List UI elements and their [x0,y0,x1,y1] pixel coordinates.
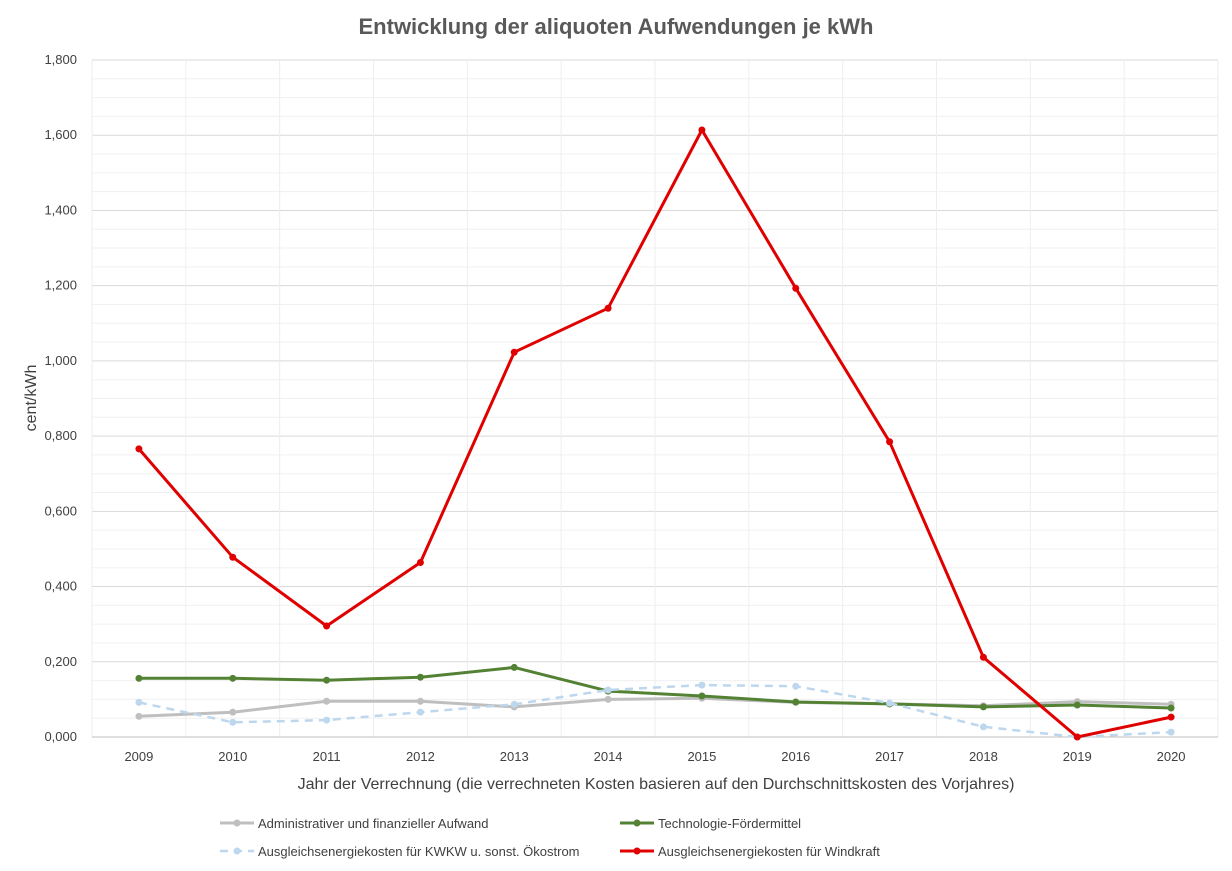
data-point [979,653,987,661]
y-tick-label: 1,400 [44,202,77,217]
y-tick-label: 0,800 [44,428,77,443]
legend-item: Administrativer und finanzieller Aufwand [220,816,489,831]
x-axis-label: Jahr der Verrechnung (die verrechneten K… [298,776,1015,793]
data-point [135,698,143,706]
data-point [698,126,706,134]
data-point [323,697,331,705]
data-point [979,723,987,731]
data-point [792,284,800,292]
series-line [138,665,1172,710]
series-3 [135,681,1175,741]
data-point [229,674,237,682]
chart-title: Entwicklung der aliquoten Aufwendungen j… [359,14,874,39]
x-tick-label: 2014 [594,749,623,764]
legend-label: Ausgleichsenergiekosten für Windkraft [658,844,880,859]
y-tick-label: 1,200 [44,278,77,293]
data-point [1167,728,1175,736]
data-point [510,663,518,671]
data-point [135,712,143,720]
x-tick-label: 2012 [406,749,435,764]
data-point [416,708,424,716]
legend-label: Technologie-Fördermittel [658,816,801,831]
data-point [416,697,424,705]
x-tick-label: 2016 [781,749,810,764]
x-tick-label: 2020 [1157,749,1186,764]
data-point [416,558,424,566]
y-axis-ticks: 0,000 0,200 0,400 0,600 0,800 1,000 1,200 1,400… [44,52,77,744]
y-tick-label: 0,400 [44,579,77,594]
data-point [1073,701,1081,709]
legend-label: Ausgleichsenergiekosten für KWKW u. sons… [258,844,580,859]
legend: Administrativer und finanzieller Aufwand… [220,816,880,859]
data-point [229,553,237,561]
data-point [1167,713,1175,721]
x-tick-label: 2011 [313,749,341,764]
data-point [323,716,331,724]
data-point [792,682,800,690]
x-tick-label: 2009 [124,749,153,764]
x-tick-label: 2013 [500,749,529,764]
y-tick-label: 0,200 [44,654,77,669]
data-point [886,699,894,707]
data-point [604,304,612,312]
data-point [135,445,143,453]
data-point [323,622,331,630]
data-point [510,700,518,708]
data-point [792,698,800,706]
y-tick-label: 1,000 [44,353,77,368]
data-point [698,692,706,700]
data-point [229,718,237,726]
x-tick-label: 2015 [687,749,716,764]
legend-swatch-marker [233,819,241,827]
data-point [604,686,612,694]
data-point [604,695,612,703]
data-point [886,438,894,446]
x-tick-label: 2018 [969,749,998,764]
series-line [138,683,1172,739]
legend-swatch-marker [633,847,641,855]
series-line [137,128,1172,739]
series-lines [135,126,1175,741]
y-tick-label: 1,800 [44,52,77,67]
data-point [979,703,987,711]
legend-item: Ausgleichsenergiekosten für Windkraft [620,844,880,859]
x-tick-label: 2019 [1063,749,1092,764]
data-point [416,673,424,681]
legend-item: Ausgleichsenergiekosten für KWKW u. sons… [220,844,580,859]
legend-swatch-marker [633,819,641,827]
gridlines [91,59,1219,738]
x-tick-label: 2017 [875,749,904,764]
y-axis-label: cent/kWh [23,365,40,432]
data-point [1167,704,1175,712]
y-tick-label: 1,600 [44,127,77,142]
data-point [323,676,331,684]
series-4 [135,126,1175,741]
data-point [229,708,237,716]
legend-label: Administrativer und finanzieller Aufwand [258,816,489,831]
legend-swatch-marker [233,847,241,855]
y-tick-label: 0,000 [44,729,77,744]
data-point [1073,733,1081,741]
x-tick-label: 2010 [218,749,247,764]
legend-item: Technologie-Fördermittel [620,816,801,831]
y-tick-label: 0,600 [44,503,77,518]
x-axis-ticks: 2009 2010 2011 2012 2013 2014 2015 2016 2017 2018… [124,749,1185,764]
data-point [698,681,706,689]
data-point [135,674,143,682]
data-point [510,348,518,356]
